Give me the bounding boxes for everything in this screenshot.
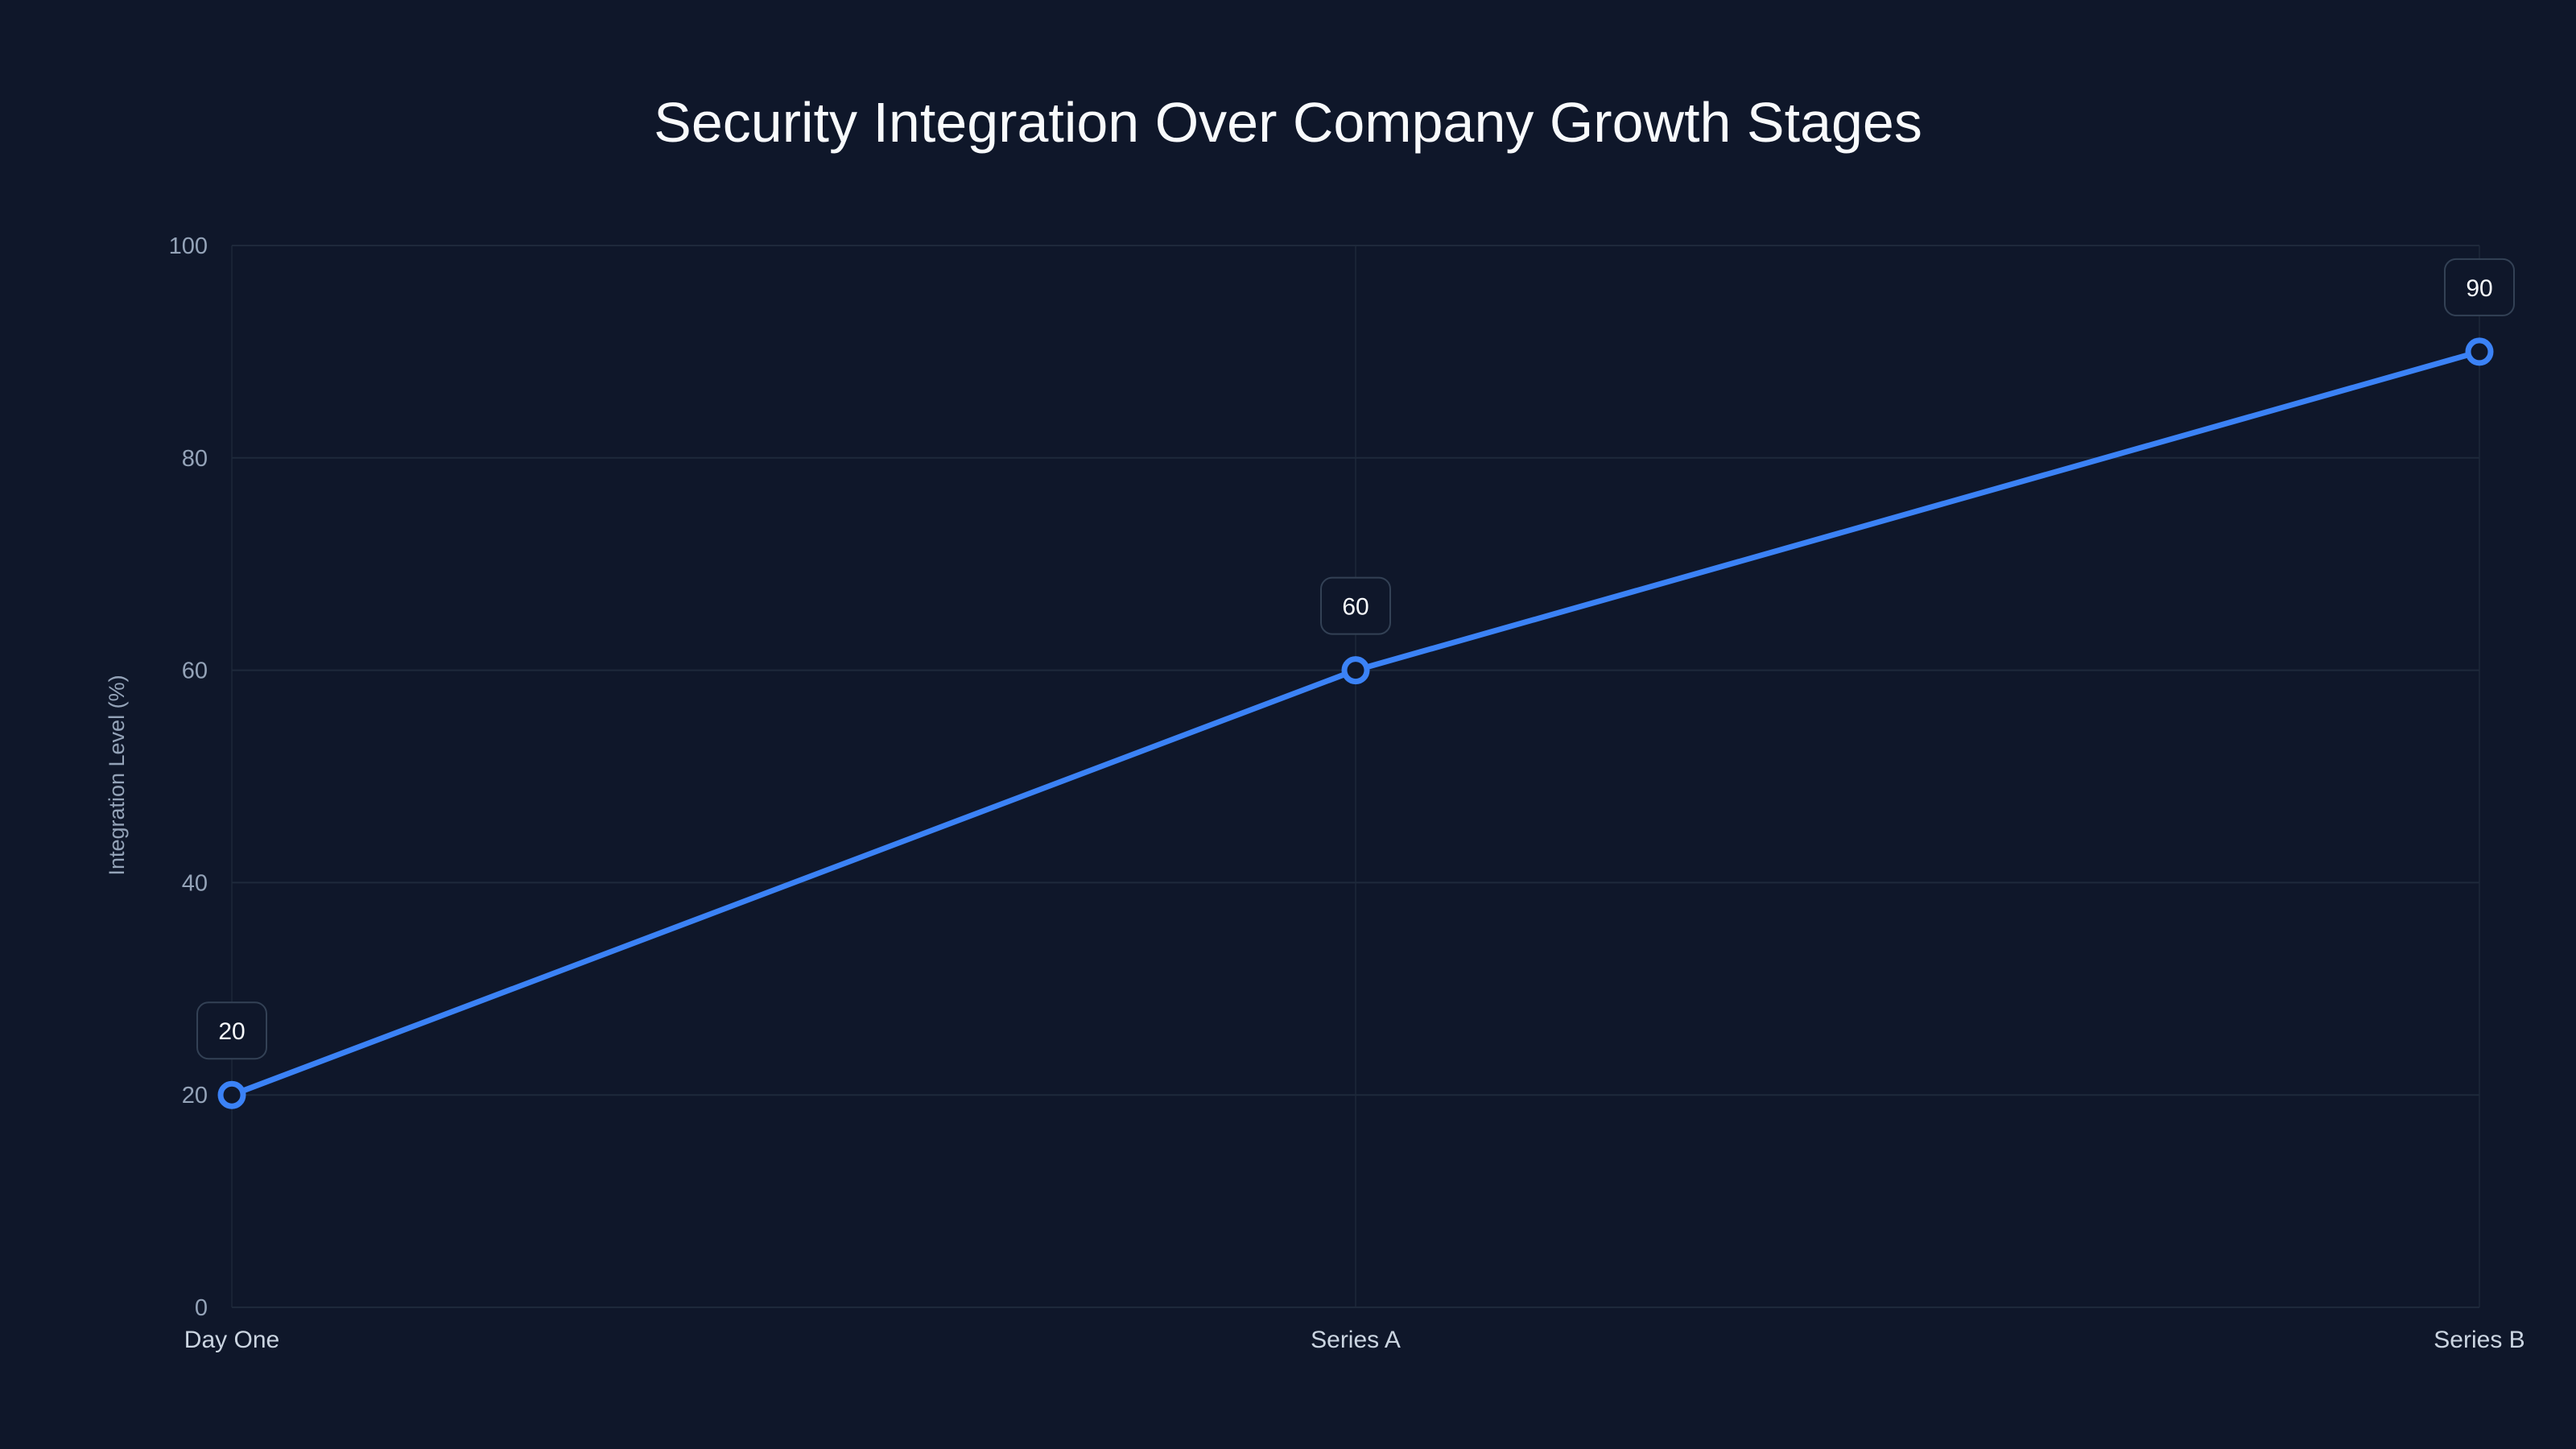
data-point-marker	[1341, 656, 1370, 685]
y-axis-ticks: 0 20 40 60 80 100	[169, 233, 208, 1321]
data-label-box	[1320, 576, 1391, 635]
y-tick-label: 80	[182, 446, 208, 472]
data-label-box	[196, 1001, 267, 1060]
chart-title: Security Integration Over Company Growth…	[654, 91, 1922, 154]
y-tick-label: 0	[195, 1295, 208, 1321]
data-label: 90	[2466, 275, 2492, 302]
x-tick-label: Day One	[184, 1327, 279, 1353]
data-points: 20 60 90	[196, 258, 2515, 1109]
y-tick-label: 20	[182, 1083, 208, 1108]
data-label-box	[2444, 258, 2515, 316]
x-tick-label: Series A	[1311, 1327, 1401, 1353]
data-label: 60	[1342, 594, 1368, 621]
y-axis-label: Integration Level (%)	[105, 675, 129, 875]
y-tick-label: 40	[182, 870, 208, 896]
x-tick-label: Series B	[2434, 1327, 2524, 1353]
y-tick-label: 60	[182, 658, 208, 684]
data-point-marker	[217, 1080, 246, 1109]
data-point-marker	[2465, 337, 2494, 366]
x-axis-ticks: Day One Series A Series B	[184, 1327, 2525, 1353]
data-label: 20	[218, 1018, 245, 1045]
y-tick-label: 100	[169, 233, 208, 259]
gridlines	[231, 245, 2480, 1308]
